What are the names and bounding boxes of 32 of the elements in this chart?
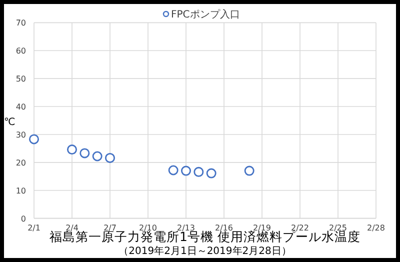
y-tick-label: 20: [16, 158, 26, 168]
point: [194, 166, 204, 177]
x-tick-label: 2/25: [329, 223, 347, 232]
y-tick-label: 10: [16, 186, 26, 196]
x-tick-label: 2/19: [253, 223, 271, 232]
y-tick-label: 0: [20, 214, 26, 224]
y-tick-label: 30: [16, 130, 26, 140]
point: [80, 148, 90, 158]
x-tick-label: 2/1: [28, 223, 40, 232]
point: [92, 151, 102, 162]
x-tick-label: 2/28: [367, 223, 385, 232]
x-tick-label: 2/4: [66, 223, 78, 232]
point: [181, 166, 191, 176]
y-tick-label: 70: [16, 18, 26, 28]
y-tick-label: 50: [16, 74, 26, 84]
legend: FPCポンプ入口: [162, 10, 240, 20]
x-tick-label: 2/16: [215, 223, 233, 232]
point: [168, 165, 178, 176]
y-axis-title: ℃: [4, 117, 16, 128]
y-tick-label: 60: [16, 46, 26, 56]
point: [105, 152, 115, 163]
point: [244, 166, 254, 176]
point: [206, 168, 216, 178]
text: （2019年2月1日～2019年2月28日）: [118, 245, 292, 257]
x-tick-label: 2/13: [177, 223, 195, 232]
point: [29, 134, 39, 144]
y-tick-label: 40: [16, 102, 26, 112]
x-tick-label: 2/10: [139, 223, 157, 232]
legend-label: FPCポンプ入口: [171, 8, 240, 20]
x-tick-label: 2/7: [104, 223, 116, 232]
point: [67, 144, 77, 155]
x-tick-label: 2/22: [291, 223, 309, 232]
